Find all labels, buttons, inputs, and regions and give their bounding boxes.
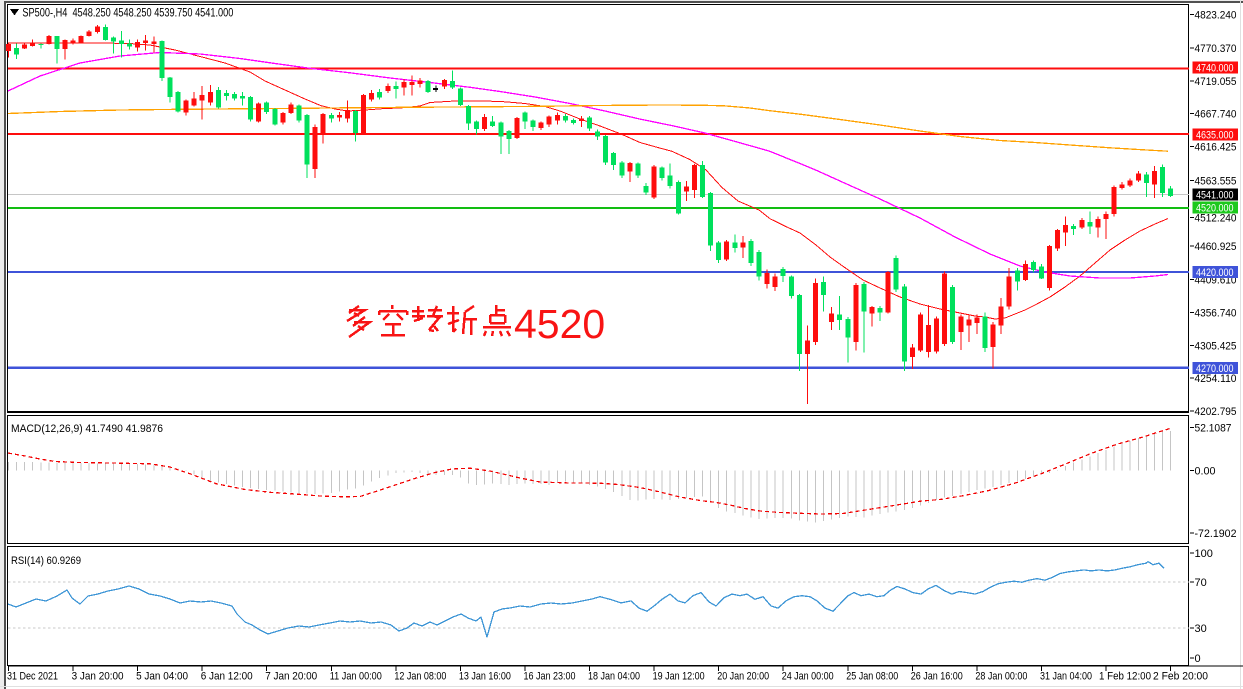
svg-text:4356.740: 4356.740: [1195, 308, 1237, 320]
svg-text:4254.110: 4254.110: [1195, 373, 1237, 385]
svg-text:4719.055: 4719.055: [1195, 76, 1237, 88]
svg-text:4520.000: 4520.000: [1196, 202, 1234, 214]
svg-text:18 Jan 04:00: 18 Jan 04:00: [588, 671, 640, 683]
svg-text:4616.425: 4616.425: [1195, 142, 1237, 154]
svg-text:4563.555: 4563.555: [1195, 175, 1237, 187]
svg-text:4667.740: 4667.740: [1195, 109, 1237, 121]
svg-text:0.00: 0.00: [1195, 465, 1216, 477]
svg-text:4770.370: 4770.370: [1195, 43, 1237, 55]
svg-text:100: 100: [1195, 548, 1213, 560]
svg-text:16 Jan 23:00: 16 Jan 23:00: [524, 671, 576, 683]
svg-text:52.1087: 52.1087: [1195, 423, 1232, 435]
svg-text:4823.240: 4823.240: [1195, 9, 1237, 21]
svg-text:4635.000: 4635.000: [1196, 130, 1234, 142]
svg-text:24 Jan 00:00: 24 Jan 00:00: [782, 671, 834, 683]
svg-text:20 Jan 20:00: 20 Jan 20:00: [717, 671, 769, 683]
svg-text:-72.1902: -72.1902: [1195, 528, 1237, 540]
svg-text:4420.000: 4420.000: [1196, 267, 1234, 279]
svg-text:19 Jan 12:00: 19 Jan 12:00: [653, 671, 705, 683]
svg-text:31 Jan 04:00: 31 Jan 04:00: [1040, 671, 1092, 683]
svg-text:4270.000: 4270.000: [1196, 363, 1234, 375]
svg-text:2 Feb 20:00: 2 Feb 20:00: [1153, 671, 1208, 683]
svg-text:12 Jan 08:00: 12 Jan 08:00: [394, 671, 446, 683]
svg-text:25 Jan 08:00: 25 Jan 08:00: [846, 671, 898, 683]
svg-text:7 Jan 20:00: 7 Jan 20:00: [265, 671, 317, 683]
svg-text:4512.240: 4512.240: [1195, 212, 1237, 224]
svg-text:31 Dec 2021: 31 Dec 2021: [7, 671, 58, 683]
svg-text:26 Jan 16:00: 26 Jan 16:00: [911, 671, 963, 683]
svg-text:11 Jan 00:00: 11 Jan 00:00: [330, 671, 382, 683]
svg-text:4305.425: 4305.425: [1195, 340, 1237, 352]
svg-text:3 Jan 20:00: 3 Jan 20:00: [72, 671, 124, 683]
svg-text:5 Jan 04:00: 5 Jan 04:00: [136, 671, 188, 683]
svg-text:13 Jan 16:00: 13 Jan 16:00: [459, 671, 511, 683]
svg-text:4460.925: 4460.925: [1195, 241, 1237, 253]
svg-text:4740.000: 4740.000: [1196, 63, 1234, 75]
svg-text:30: 30: [1195, 623, 1207, 635]
svg-text:70: 70: [1195, 577, 1207, 589]
svg-text:4541.000: 4541.000: [1196, 190, 1234, 202]
svg-text:0: 0: [1195, 653, 1201, 665]
svg-text:MACD(12,26,9) 41.7490 41.9876: MACD(12,26,9) 41.7490 41.9876: [11, 423, 163, 435]
svg-text:SP500-,H4 4548.250 4548.250 4: SP500-,H4 4548.250 4548.250 4539.750 454…: [22, 8, 233, 20]
svg-text:4520: 4520: [514, 301, 605, 347]
svg-text:4202.795: 4202.795: [1195, 406, 1237, 418]
svg-text:RSI(14) 60.9269: RSI(14) 60.9269: [11, 555, 81, 567]
svg-text:6 Jan 12:00: 6 Jan 12:00: [201, 671, 253, 683]
svg-text:1 Feb 12:00: 1 Feb 12:00: [1099, 671, 1151, 683]
svg-text:28 Jan 00:00: 28 Jan 00:00: [975, 671, 1027, 683]
